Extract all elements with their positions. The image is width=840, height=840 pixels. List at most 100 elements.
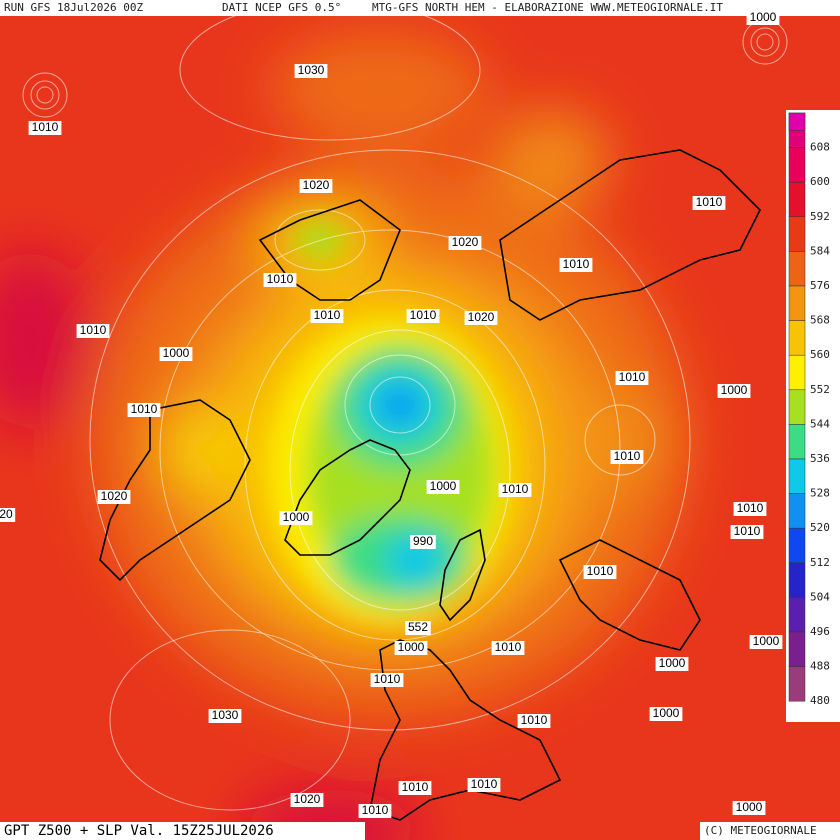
legend-label: 576: [810, 279, 830, 292]
isobar-label: 1020: [468, 310, 495, 324]
isobar-label: 1000: [430, 479, 457, 493]
isobar-label-box: [749, 635, 783, 649]
isobar-label-box: [310, 309, 344, 323]
header-bar: [0, 0, 840, 16]
isobar-label: 1020: [101, 489, 128, 503]
isobar-label: 1010: [587, 564, 614, 578]
isobar-label: 1000: [163, 346, 190, 360]
copyright: (C) METEOGIORNALE: [704, 824, 817, 837]
legend-swatch: [788, 181, 806, 218]
copyright-bar: [700, 822, 840, 840]
isobar-label-box: [448, 236, 482, 250]
legend-label: 552: [810, 383, 830, 396]
isobar-label-box: [559, 258, 593, 272]
legend-swatch: [788, 597, 806, 633]
isobar-label-box: [358, 804, 392, 818]
isobar-label: 1020: [294, 792, 321, 806]
isobar-label: 1010: [80, 323, 107, 337]
isobar-label: 1000: [753, 634, 780, 648]
legend-label: 520: [810, 521, 830, 534]
isobar-label: 1010: [32, 120, 59, 134]
isobar-label: 1000: [750, 10, 777, 24]
legend-swatch: [788, 666, 806, 702]
legend-swatch: [788, 216, 806, 252]
isobar-label-box: [0, 508, 16, 522]
legend-swatch: [788, 285, 806, 321]
isobar-label: 990: [413, 534, 433, 548]
isobar-label-box: [732, 801, 766, 815]
legend-label: 584: [810, 244, 830, 257]
isobar-label: 1010: [563, 257, 590, 271]
isobar-label: 1000: [736, 800, 763, 814]
legend-label: 536: [810, 452, 830, 465]
isobar-label-box: [299, 179, 333, 193]
isobar-label: 1010: [521, 713, 548, 727]
isobar-label: 552: [408, 620, 428, 634]
legend-label: 496: [810, 625, 830, 638]
legend-swatch: [788, 493, 806, 529]
isobar-label-box: [290, 793, 324, 807]
isobar-label-box: [159, 347, 193, 361]
legend-label: 488: [810, 660, 830, 673]
isobar-label: 1010: [131, 402, 158, 416]
isobar-label: 1010: [696, 195, 723, 209]
legend-swatch: [788, 389, 806, 425]
legend-swatch: [788, 458, 806, 494]
legend-label: 504: [810, 590, 830, 603]
isobar-label: 1000: [659, 656, 686, 670]
isobar-label: 1010: [374, 672, 401, 686]
isobar-label: 1010: [267, 272, 294, 286]
isobar-label-box: [406, 309, 440, 323]
isobar-label-box: [208, 709, 242, 723]
isobar-label-box: [692, 196, 726, 210]
legend-label: 608: [810, 141, 830, 154]
isobar-label-box: [410, 535, 436, 549]
isobar-label: 1000: [398, 640, 425, 654]
isobar-label-box: [649, 707, 683, 721]
isobar-label: 1030: [298, 63, 325, 77]
legend-label: 480: [810, 694, 830, 707]
isobar-label-box: [127, 403, 161, 417]
legend-swatch: [788, 354, 806, 391]
isobar-label-box: [583, 565, 617, 579]
legend-swatch: [788, 527, 806, 564]
credit: MTG-GFS NORTH HEM - ELABORAZIONE WWW.MET…: [372, 1, 723, 14]
footer-bar: [0, 822, 365, 840]
isobar-label: 1000: [653, 706, 680, 720]
legend-swatch: [788, 631, 806, 667]
run-info: RUN GFS 18Jul2026 00Z: [4, 1, 143, 14]
legend-swatch: [788, 251, 806, 287]
isobar-label: 1020: [303, 178, 330, 192]
isobar-label-box: [717, 384, 751, 398]
legend-label: 600: [810, 175, 830, 188]
isobar-label-box: [28, 121, 62, 135]
product-info: GPT Z500 + SLP Val. 15Z25JUL2026: [4, 823, 274, 839]
isobar-label-box: [279, 511, 313, 525]
isobar-label: 1010: [402, 780, 429, 794]
isobar-label: 1010: [471, 777, 498, 791]
isobar-label: 1000: [283, 510, 310, 524]
isobar-label: 1030: [212, 708, 239, 722]
isobar-label: 1020: [452, 235, 479, 249]
isobar-label-box: [263, 273, 297, 287]
isobar-label: 1000: [721, 383, 748, 397]
isobar-label-box: [370, 673, 404, 687]
legend-label: 544: [810, 417, 830, 430]
isobar-label: 1010: [502, 482, 529, 496]
isobar-label: 1010: [734, 524, 761, 538]
isobar-label-box: [615, 371, 649, 385]
legend-label: 592: [810, 210, 830, 223]
isobar-label-box: [398, 781, 432, 795]
isobar-label-box: [294, 64, 328, 78]
isobar-label-box: [655, 657, 689, 671]
isobar-label-box: [746, 11, 780, 25]
isobar-label: 1010: [614, 449, 641, 463]
isobar-label: 1010: [362, 803, 389, 817]
legend-swatch: [788, 320, 806, 356]
isobar-label: 20: [0, 507, 13, 521]
isobar-label-box: [517, 714, 551, 728]
isobar-labels: 1000 1030 1010 1020 1020 1010 1010 1010 1010 1010…: [0, 10, 783, 818]
isobar-label-box: [467, 778, 501, 792]
